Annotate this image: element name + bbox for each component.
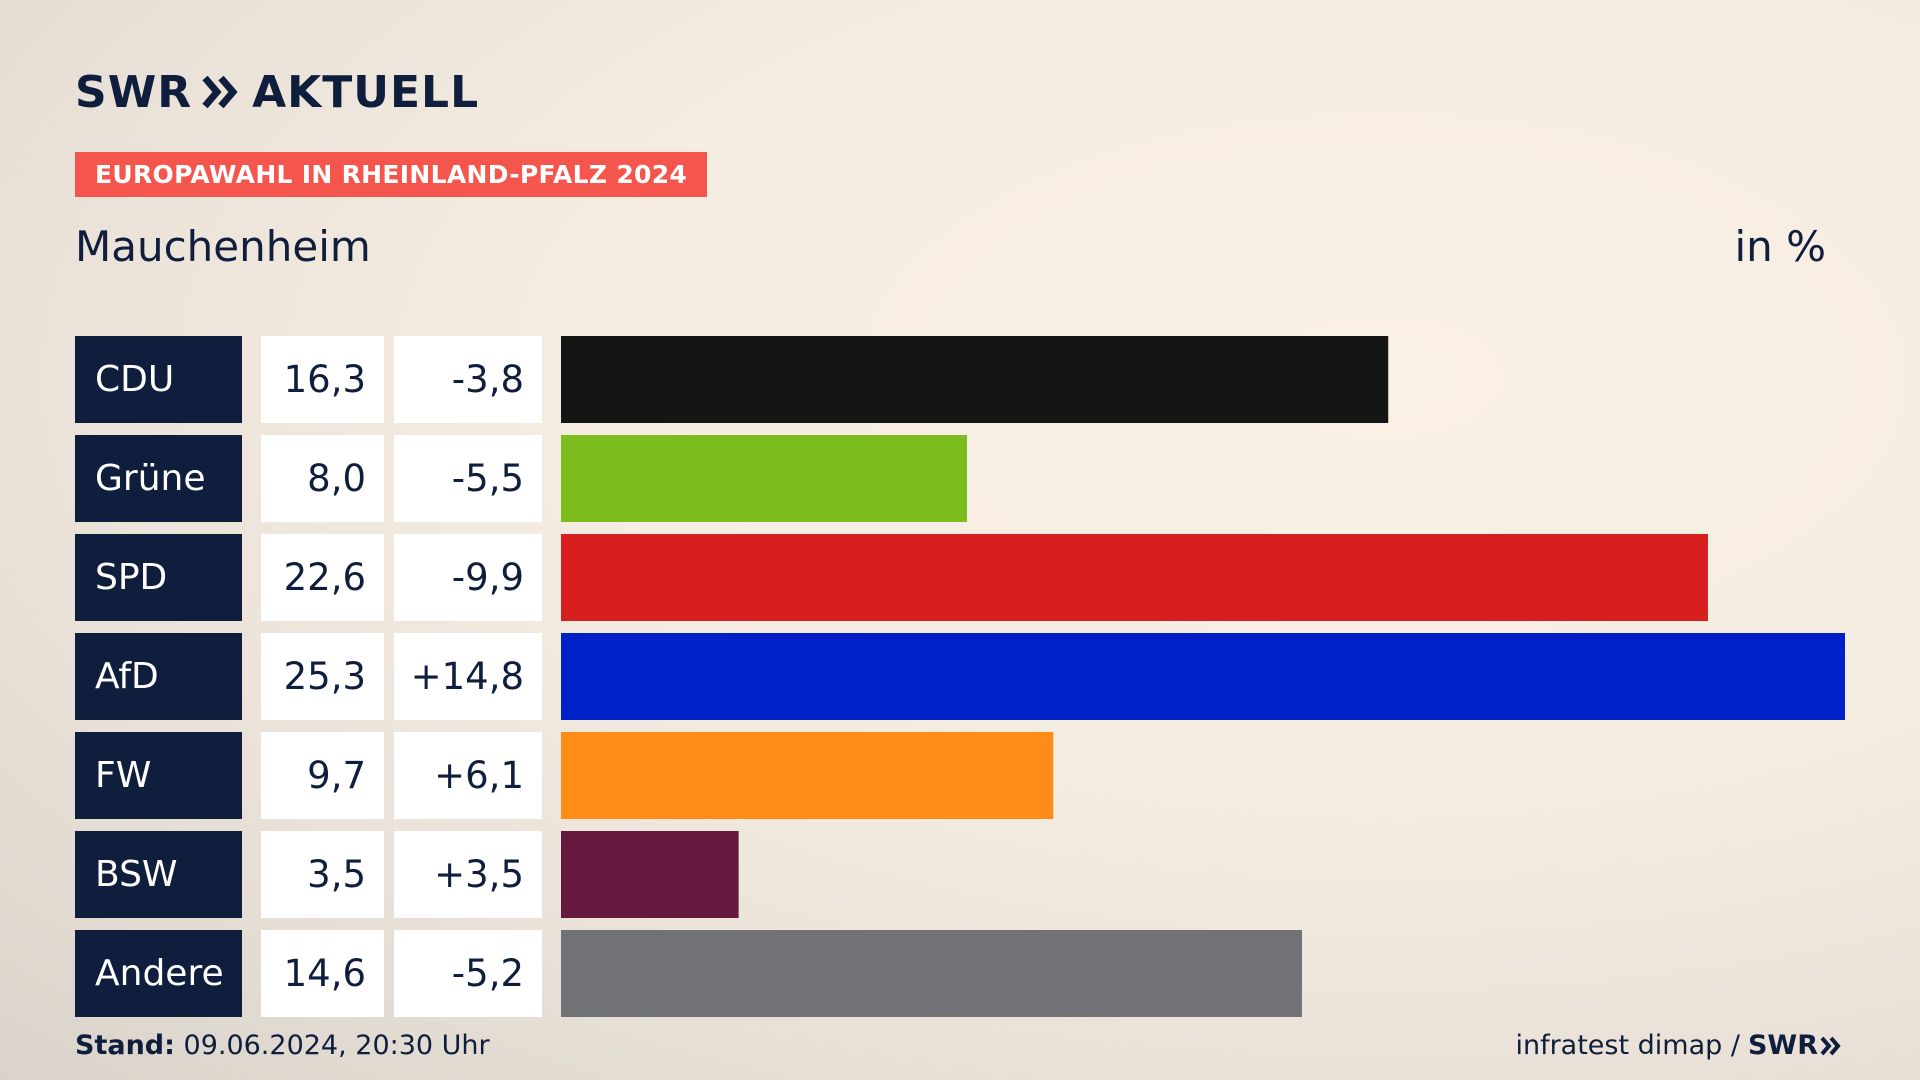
party-label: AfD: [95, 656, 159, 697]
value-label: 16,3: [284, 358, 366, 401]
value-label: 3,5: [307, 853, 366, 896]
value-label: 8,0: [307, 457, 366, 500]
value-cell: [261, 930, 384, 1017]
chart-row-fw: FW 9,7 +6,1: [75, 732, 1054, 819]
party-label: BSW: [95, 854, 178, 895]
bar: [561, 633, 1845, 720]
timestamp: Stand: 09.06.2024, 20:30 Uhr: [75, 1030, 490, 1061]
chart-row-afd: AfD 25,3 +14,8: [75, 633, 1845, 720]
change-label: -9,9: [452, 556, 524, 599]
stand-value: 09.06.2024, 20:30 Uhr: [183, 1030, 490, 1061]
logo-aktuell-text: AKTUELL: [252, 66, 480, 118]
change-label: -5,5: [452, 457, 524, 500]
bar: [561, 732, 1054, 819]
party-label: CDU: [95, 359, 174, 400]
value-cell: [261, 831, 384, 918]
chart-row-bsw: BSW 3,5 +3,5: [75, 831, 739, 918]
change-label: -5,2: [452, 952, 524, 995]
party-label: FW: [95, 755, 151, 796]
value-label: 22,6: [284, 556, 366, 599]
source-brand: SWR: [1748, 1030, 1842, 1061]
event-badge: EUROPAWAHL IN RHEINLAND-PFALZ 2024: [75, 152, 708, 197]
party-label: Grüne: [95, 458, 205, 499]
chart-row-cdu: CDU 16,3 -3,8: [75, 336, 1389, 423]
bar: [561, 831, 739, 918]
source-brand-text: SWR: [1747, 1030, 1818, 1061]
party-label-box: [75, 633, 242, 720]
change-cell: [394, 336, 542, 423]
source-credit: infratest dimap / SWR: [1515, 1030, 1842, 1061]
bar: [561, 336, 1389, 423]
chart-row-andere: Andere 14,6 -5,2: [75, 930, 1302, 1017]
logo-swr-text: SWR: [75, 66, 193, 118]
source-text: infratest dimap /: [1515, 1030, 1740, 1061]
value-label: 14,6: [284, 952, 366, 995]
change-cell: [394, 534, 542, 621]
party-label: Andere: [95, 953, 224, 994]
bar: [561, 930, 1302, 1017]
double-chevron-icon: [202, 75, 238, 109]
change-label: +14,8: [411, 655, 524, 698]
party-label-box: [75, 435, 242, 522]
value-label: 9,7: [307, 754, 366, 797]
change-cell: [394, 633, 542, 720]
value-cell: [261, 534, 384, 621]
change-cell: [394, 831, 542, 918]
party-label-box: [75, 534, 242, 621]
chart-row-spd: SPD 22,6 -9,9: [75, 534, 1708, 621]
chart-row-grne: Grüne 8,0 -5,5: [75, 435, 968, 522]
bar: [561, 534, 1708, 621]
bar: [561, 435, 968, 522]
change-cell: [394, 930, 542, 1017]
value-cell: [261, 435, 384, 522]
place-title: Mauchenheim: [75, 222, 371, 271]
change-cell: [394, 732, 542, 819]
party-label-box: [75, 732, 242, 819]
value-cell: [261, 732, 384, 819]
change-label: +6,1: [434, 754, 524, 797]
change-label: +3,5: [434, 853, 524, 896]
party-label-box: [75, 930, 242, 1017]
value-label: 25,3: [284, 655, 366, 698]
change-label: -3,8: [452, 358, 524, 401]
party-label-box: [75, 831, 242, 918]
swr-aktuell-logo: SWR AKTUELL: [75, 66, 480, 118]
value-cell: [261, 336, 384, 423]
change-cell: [394, 435, 542, 522]
unit-label: in %: [1734, 222, 1826, 271]
party-label: SPD: [95, 557, 167, 598]
party-label-box: [75, 336, 242, 423]
stand-label: Stand:: [75, 1030, 175, 1061]
value-cell: [261, 633, 384, 720]
double-chevron-icon: [1820, 1036, 1841, 1055]
